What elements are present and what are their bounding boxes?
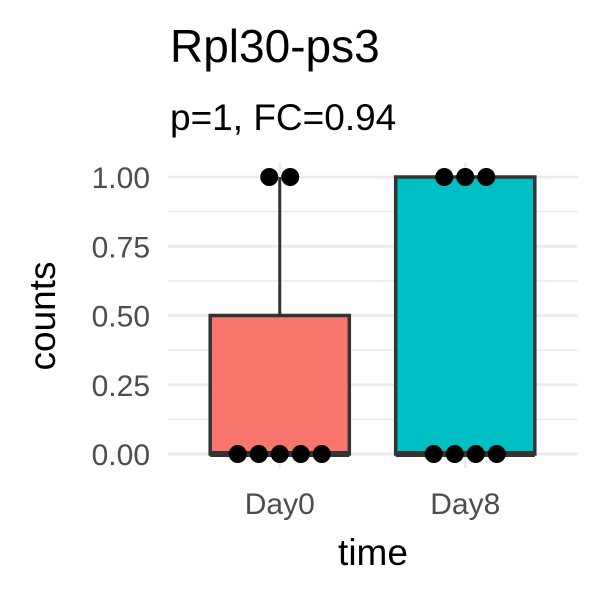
box-rect xyxy=(393,175,537,456)
data-point xyxy=(291,445,310,463)
y-tick-label: 0.25 xyxy=(92,370,150,403)
x-axis-label: time xyxy=(338,532,408,573)
chart-subtitle: p=1, FC=0.94 xyxy=(170,97,396,138)
y-tick-label: 1.00 xyxy=(92,162,150,195)
data-point xyxy=(487,445,506,463)
data-point xyxy=(435,168,454,186)
data-point xyxy=(270,445,289,463)
y-tick-label: 0.75 xyxy=(92,231,150,264)
data-point xyxy=(281,168,300,186)
data-point xyxy=(456,168,475,186)
y-axis-label: counts xyxy=(22,261,63,370)
y-tick-label: 0.50 xyxy=(92,301,150,334)
data-point xyxy=(260,168,279,186)
x-axis-ticks: Day0 Day8 xyxy=(245,488,501,521)
box-rect xyxy=(208,313,352,456)
box-day0 xyxy=(208,177,352,457)
data-point xyxy=(445,445,464,463)
x-tick-label: Day0 xyxy=(245,488,315,521)
y-tick-label: 0.00 xyxy=(92,439,150,472)
data-point xyxy=(228,445,247,463)
data-point xyxy=(466,445,485,463)
data-point xyxy=(312,445,331,463)
data-point xyxy=(424,445,443,463)
data-points xyxy=(228,168,506,463)
chart-title: Rpl30-ps3 xyxy=(170,20,380,72)
data-point xyxy=(249,445,268,463)
y-axis-ticks: 0.00 0.25 0.50 0.75 1.00 xyxy=(92,162,150,472)
data-point xyxy=(477,168,496,186)
boxes xyxy=(208,175,537,457)
box-day8 xyxy=(393,175,537,457)
x-tick-label: Day8 xyxy=(430,488,500,521)
